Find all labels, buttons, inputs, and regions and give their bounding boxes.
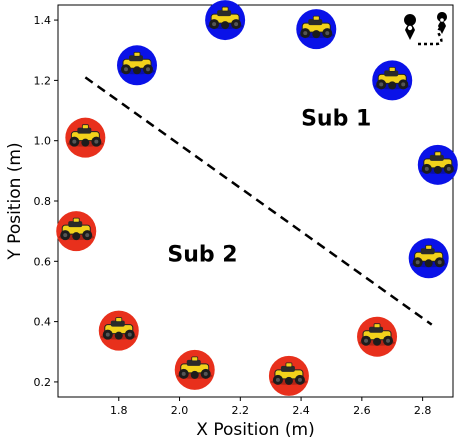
- x-tick-label: 2.2: [232, 404, 250, 417]
- robot-marker: [357, 316, 398, 357]
- robot-marker: [372, 60, 413, 101]
- robot-marker: [408, 238, 449, 279]
- x-axis-ticks: 1.8 2.0 2.2 2.4 2.6 2.8: [110, 397, 431, 417]
- region-label: Sub 1: [301, 107, 371, 132]
- y-axis-ticks: 0.2 0.4 0.6 0.8 1.0 1.2 1.4: [34, 14, 58, 389]
- y-tick-label: 0.6: [34, 255, 52, 268]
- x-axis-label: X Position (m): [196, 420, 314, 440]
- y-tick-label: 1.4: [34, 14, 52, 27]
- robot-marker: [65, 117, 106, 158]
- x-tick-label: 2.4: [292, 404, 310, 417]
- robot-markers: [56, 0, 458, 396]
- robot-marker: [174, 349, 215, 390]
- region-label: Sub 2: [167, 242, 237, 267]
- y-tick-label: 0.2: [34, 376, 52, 389]
- robot-marker: [117, 45, 157, 86]
- x-tick-label: 2.0: [171, 404, 189, 417]
- robot-marker: [268, 355, 309, 396]
- route-pin-icon: [404, 12, 448, 46]
- x-tick-label: 2.6: [353, 404, 371, 417]
- y-tick-label: 0.4: [34, 316, 52, 329]
- robot-marker: [417, 144, 458, 185]
- divider-dashed-line: [84, 76, 433, 326]
- robot-marker: [56, 211, 97, 252]
- robot-marker: [205, 0, 246, 41]
- y-tick-label: 1.2: [34, 74, 52, 87]
- y-tick-label: 1.0: [34, 135, 52, 148]
- x-tick-label: 1.8: [110, 404, 128, 417]
- y-axis-label: Y Position (m): [5, 142, 25, 260]
- robot-marker: [296, 9, 337, 50]
- region-annotations: Sub 1 Sub 2: [167, 107, 371, 268]
- y-tick-label: 0.8: [34, 195, 52, 208]
- robot-marker: [98, 310, 139, 351]
- x-tick-label: 2.8: [414, 404, 432, 417]
